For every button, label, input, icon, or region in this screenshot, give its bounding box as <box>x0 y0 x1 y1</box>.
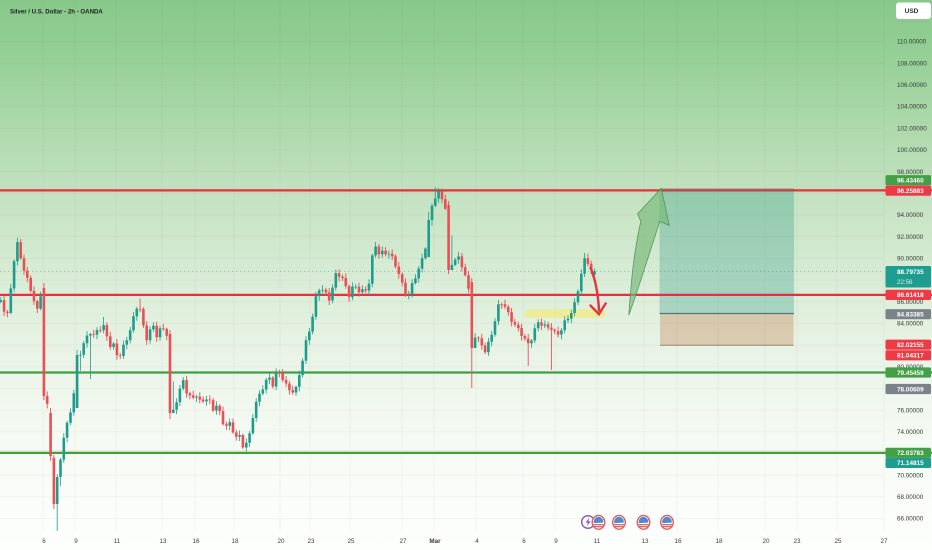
svg-text:78.00609: 78.00609 <box>897 386 924 393</box>
svg-text:96.43460: 96.43460 <box>897 178 924 185</box>
svg-text:22:56: 22:56 <box>897 279 913 286</box>
svg-text:88.79735: 88.79735 <box>897 269 924 276</box>
svg-text:74.00000: 74.00000 <box>897 429 924 436</box>
svg-text:23: 23 <box>793 538 801 545</box>
svg-text:9: 9 <box>74 538 78 545</box>
svg-text:102.00000: 102.00000 <box>897 125 927 132</box>
svg-text:27: 27 <box>880 538 888 545</box>
svg-text:104.00000: 104.00000 <box>897 104 927 111</box>
svg-text:86.61418: 86.61418 <box>897 292 924 299</box>
svg-text:16: 16 <box>674 538 682 545</box>
svg-text:Silver / U.S. Dollar - 2h - OA: Silver / U.S. Dollar - 2h - OANDA <box>10 8 103 15</box>
svg-text:4: 4 <box>475 538 479 545</box>
svg-text:76.00000: 76.00000 <box>897 407 924 414</box>
svg-text:23: 23 <box>307 538 315 545</box>
svg-text:81.04317: 81.04317 <box>897 353 924 360</box>
svg-text:96.25883: 96.25883 <box>897 188 924 195</box>
svg-text:84.83385: 84.83385 <box>897 312 924 319</box>
svg-text:25: 25 <box>834 538 842 545</box>
svg-text:72.03783: 72.03783 <box>897 450 924 457</box>
svg-text:86.00000: 86.00000 <box>897 299 924 306</box>
svg-text:25: 25 <box>347 538 355 545</box>
svg-text:27: 27 <box>399 538 407 545</box>
svg-text:13: 13 <box>641 538 649 545</box>
svg-text:11: 11 <box>114 538 121 545</box>
svg-text:11: 11 <box>594 538 601 545</box>
svg-text:84.00000: 84.00000 <box>897 321 924 328</box>
svg-text:94.00000: 94.00000 <box>897 212 924 219</box>
svg-text:108.00000: 108.00000 <box>897 60 927 67</box>
svg-text:USD: USD <box>905 8 919 15</box>
svg-text:79.45459: 79.45459 <box>897 370 924 377</box>
svg-text:16: 16 <box>192 538 200 545</box>
svg-text:66.00000: 66.00000 <box>897 516 924 523</box>
svg-text:98.00000: 98.00000 <box>897 169 924 176</box>
svg-text:68.00000: 68.00000 <box>897 494 924 501</box>
svg-text:106.00000: 106.00000 <box>897 82 927 89</box>
svg-text:Mar: Mar <box>429 538 441 545</box>
svg-text:20: 20 <box>762 538 770 545</box>
svg-text:18: 18 <box>231 538 239 545</box>
svg-text:6: 6 <box>522 538 526 545</box>
svg-text:71.14815: 71.14815 <box>897 460 924 467</box>
svg-text:92.00000: 92.00000 <box>897 234 924 241</box>
svg-text:90.00000: 90.00000 <box>897 256 924 263</box>
svg-text:70.00000: 70.00000 <box>897 472 924 479</box>
svg-text:13: 13 <box>159 538 167 545</box>
svg-text:20: 20 <box>277 538 285 545</box>
svg-text:110.00000: 110.00000 <box>897 39 927 46</box>
svg-text:9: 9 <box>554 538 558 545</box>
svg-text:82.02155: 82.02155 <box>897 342 924 349</box>
svg-text:6: 6 <box>42 538 46 545</box>
svg-text:18: 18 <box>715 538 723 545</box>
svg-text:100.00000: 100.00000 <box>897 147 927 154</box>
